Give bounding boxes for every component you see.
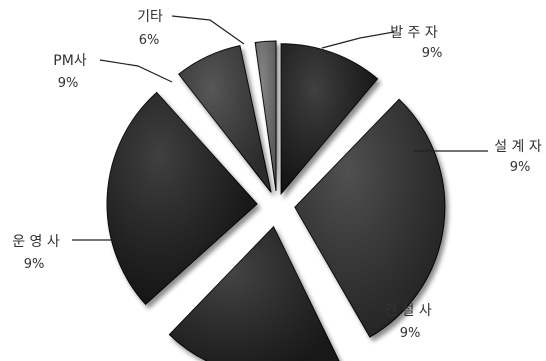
leader-line xyxy=(321,31,395,49)
pie-slice-highlight xyxy=(107,92,258,305)
leader-line xyxy=(171,15,245,45)
slice-value-label: 9% xyxy=(510,160,531,175)
pie-slice-highlight xyxy=(178,45,272,193)
slice-value-label: 9% xyxy=(422,46,443,61)
pie-slice-highlight xyxy=(281,43,378,194)
pie-slice-highlight xyxy=(169,226,340,361)
pie-slice-highlight xyxy=(255,41,277,192)
slice-label: 발 주 자 xyxy=(390,25,438,41)
slice-label: 설 계 자 xyxy=(494,139,542,155)
slice-label: PM사 xyxy=(53,53,87,69)
slice-value-label: 9% xyxy=(400,326,421,341)
slice-label: 운 영 사 xyxy=(12,234,60,250)
slice-value-label: 9% xyxy=(58,76,79,91)
pie-slice-highlight xyxy=(294,99,445,338)
slice-label: 기타 xyxy=(137,9,163,25)
slice-label: 건 설 사 xyxy=(384,303,432,319)
slice-value-label: 6% xyxy=(139,33,160,48)
slice-value-label: 9% xyxy=(24,257,45,272)
leader-line xyxy=(99,59,173,83)
